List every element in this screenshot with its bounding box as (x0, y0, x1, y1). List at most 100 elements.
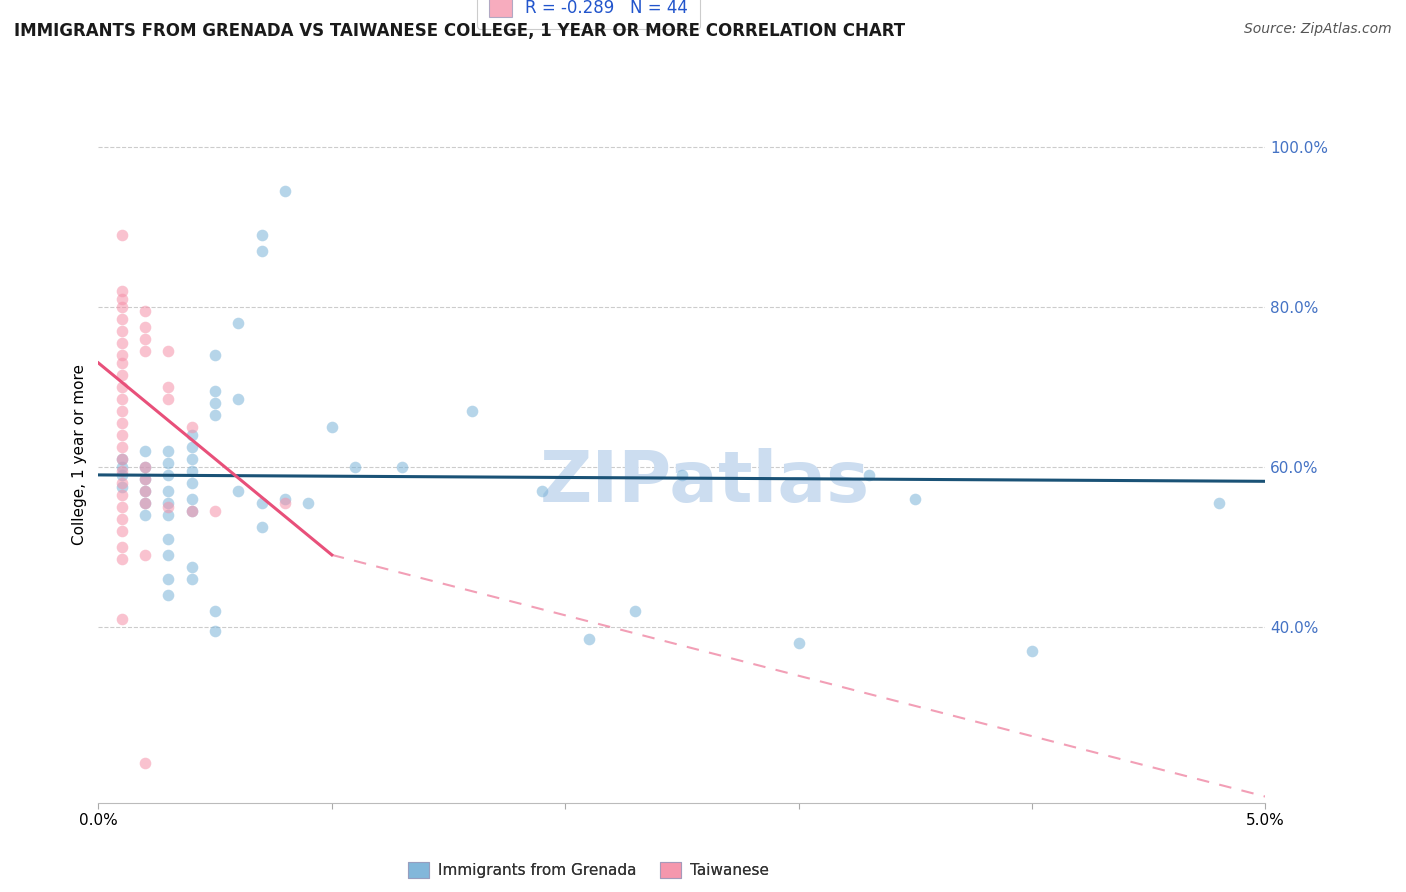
Point (274, 491, 297, 506)
Point (250, 244, 273, 258)
Point (157, 548, 180, 562)
Point (180, 475, 202, 490)
Point (111, 292, 134, 306)
Point (204, 348, 226, 362)
Point (111, 368, 134, 382)
Point (461, 404, 484, 418)
Point (134, 444, 156, 458)
Point (111, 467, 134, 482)
Point (134, 496, 156, 510)
Point (157, 343, 180, 358)
Point (180, 440, 202, 454)
Point (134, 459, 156, 474)
Point (250, 496, 273, 510)
Point (134, 483, 156, 498)
Y-axis label: College, 1 year or more: College, 1 year or more (72, 365, 87, 545)
Point (274, 184, 297, 198)
Point (180, 428, 202, 442)
Text: Source: ZipAtlas.com: Source: ZipAtlas.com (1244, 22, 1392, 37)
Point (180, 451, 202, 466)
Point (228, 316, 250, 330)
Point (134, 459, 156, 474)
Point (111, 459, 134, 474)
Point (134, 472, 156, 486)
Point (111, 475, 134, 490)
Point (1021, 644, 1043, 658)
Point (297, 496, 319, 510)
Point (134, 508, 156, 522)
Point (111, 612, 134, 626)
Point (321, 420, 343, 434)
Point (180, 491, 202, 506)
Point (204, 408, 226, 422)
Point (111, 440, 134, 454)
Point (134, 548, 156, 562)
Point (111, 512, 134, 526)
Point (904, 491, 927, 506)
Point (204, 604, 226, 618)
Point (671, 467, 693, 482)
Point (134, 343, 156, 358)
Point (157, 532, 180, 546)
Point (157, 444, 180, 458)
Point (204, 396, 226, 410)
Point (111, 552, 134, 566)
Point (157, 508, 180, 522)
Point (157, 392, 180, 406)
Point (111, 480, 134, 494)
Point (180, 560, 202, 574)
Point (344, 459, 367, 474)
Point (157, 572, 180, 586)
Text: IMMIGRANTS FROM GRENADA VS TAIWANESE COLLEGE, 1 YEAR OR MORE CORRELATION CHART: IMMIGRANTS FROM GRENADA VS TAIWANESE COL… (14, 22, 905, 40)
Legend: Immigrants from Grenada, Taiwanese: Immigrants from Grenada, Taiwanese (401, 855, 778, 886)
Text: ZIPatlas: ZIPatlas (540, 449, 870, 517)
Point (134, 332, 156, 346)
Point (134, 756, 156, 770)
Point (250, 227, 273, 242)
Point (530, 483, 553, 498)
Point (787, 636, 810, 650)
Point (134, 304, 156, 318)
Point (1208, 496, 1230, 510)
Point (111, 227, 134, 242)
Point (111, 464, 134, 478)
Point (180, 504, 202, 518)
Point (858, 467, 880, 482)
Point (111, 380, 134, 394)
Point (157, 467, 180, 482)
Point (111, 312, 134, 326)
Point (180, 572, 202, 586)
Point (274, 496, 297, 510)
Point (111, 356, 134, 370)
Point (157, 588, 180, 602)
Point (180, 504, 202, 518)
Point (111, 284, 134, 298)
Point (111, 500, 134, 514)
Point (180, 420, 202, 434)
Point (391, 459, 413, 474)
Point (111, 404, 134, 418)
Point (111, 335, 134, 350)
Point (204, 504, 226, 518)
Point (111, 392, 134, 406)
Point (134, 472, 156, 486)
Point (111, 300, 134, 314)
Point (134, 320, 156, 334)
Point (134, 483, 156, 498)
Point (111, 324, 134, 338)
Point (157, 456, 180, 470)
Point (624, 604, 647, 618)
Point (180, 464, 202, 478)
Point (111, 488, 134, 502)
Point (204, 384, 226, 398)
Point (111, 348, 134, 362)
Point (111, 451, 134, 466)
Point (134, 496, 156, 510)
Point (111, 416, 134, 430)
Point (111, 451, 134, 466)
Point (157, 496, 180, 510)
Point (111, 428, 134, 442)
Point (228, 392, 250, 406)
Point (578, 632, 600, 646)
Point (157, 483, 180, 498)
